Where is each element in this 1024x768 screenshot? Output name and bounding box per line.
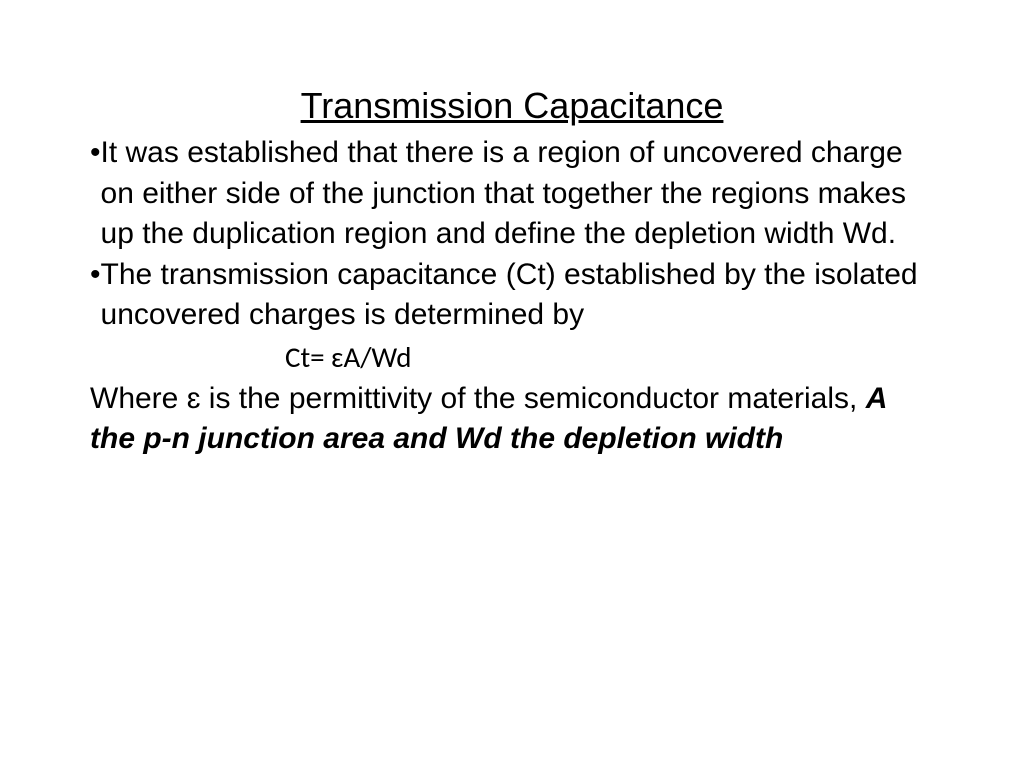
formula-line: Ct= ɛA/Wd xyxy=(90,338,934,377)
bullet-item-1: • It was established that there is a reg… xyxy=(90,133,934,255)
bullet-marker: • xyxy=(90,255,101,336)
bullet-marker: • xyxy=(90,133,101,255)
bullet-1-text: It was established that there is a regio… xyxy=(101,133,934,255)
bullet-item-2: • The transmission capacitance (Ct) esta… xyxy=(90,255,934,336)
slide-body: • It was established that there is a reg… xyxy=(90,133,934,460)
where-clause: Where ɛ is the permittivity of the semic… xyxy=(90,379,934,460)
slide-title: Transmission Capacitance xyxy=(90,85,934,127)
bullet-2-text: The transmission capacitance (Ct) establ… xyxy=(101,255,934,336)
slide-container: Transmission Capacitance • It was establ… xyxy=(0,0,1024,768)
where-text-normal: Where ɛ is the permittivity of the semic… xyxy=(90,382,866,415)
